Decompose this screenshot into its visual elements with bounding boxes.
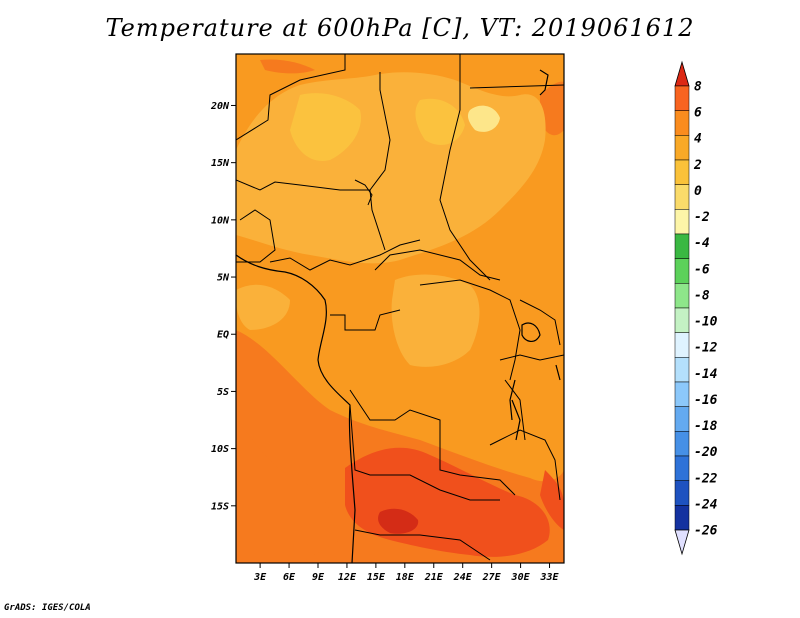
field-zone-0-2-east [415,98,465,145]
colorbar-segment [674,455,690,481]
lon-tick-label: 12E [338,572,357,583]
colorbar-segment [674,110,690,136]
field-zone-6-8-west [236,420,340,563]
colorbar-label: -12 [694,341,718,356]
field-zone-0-2 [290,93,361,161]
lat-tick-label: 15N [211,158,230,169]
colorbar-segment [674,184,690,210]
lon-tick-label: 18E [396,572,415,583]
colorbar-top-arrow [674,60,690,87]
lon-tick-label: 9E [312,572,325,583]
colorbar-segment [674,85,690,111]
colorbar-segment [674,332,690,358]
colorbar-segment [674,135,690,161]
colorbar-label: 2 [693,158,702,173]
lon-tick-label: 33E [539,572,559,583]
colorbar-segment [674,258,690,284]
colorbar: 8 6 4 2 0 -2 -4 -6 -8 -10 -12 -14 -16 -18 -20 -22 -24 -26 [674,60,718,556]
colorbar-segment [674,209,690,235]
colorbar-label: -20 [694,445,718,460]
field-zone-2-4-center [391,274,480,367]
colorbar-label: -26 [694,524,718,539]
colorbar-label: -6 [694,262,710,277]
lat-tick-label: 15S [211,501,229,512]
lon-tick-label: 3E [253,572,267,583]
colorbar-segment [674,505,690,531]
field-zone-6-8-northeast [540,81,564,136]
colorbar-segment [674,283,690,309]
colorbar-label: 6 [694,106,702,121]
field-zone-above-10 [378,508,419,534]
colorbar-label: -4 [694,236,710,251]
map-title: Temperature at 600hPa [C], VT: 201906161… [105,14,695,42]
colorbar-label: -22 [694,471,718,486]
colorbar-segment [674,480,690,506]
colorbar-label: 4 [694,132,702,147]
lat-tick-label: 5N [217,273,230,284]
colorbar-segment [674,406,690,432]
colorbar-label: -10 [694,315,718,330]
lat-tick-label: 20N [210,101,230,112]
lat-tick-label: 10S [211,444,229,455]
colorbar-segment [674,357,690,383]
temperature-map [236,54,564,563]
map-frame [235,53,565,564]
longitude-axis: 3E 6E 9E 12E 15E 18E 21E 24E 27E 30E 33E [253,563,560,583]
lon-tick-label: 30E [511,572,531,583]
lon-tick-label: 15E [367,572,386,583]
lon-tick-label: 21E [424,572,444,583]
credit-text: GrADS: IGES/COLA [4,603,91,613]
field-zone-below-0 [467,105,500,132]
colorbar-label: 8 [694,80,702,95]
colorbar-label: -2 [694,210,710,225]
colorbar-label: -24 [694,497,718,512]
colorbar-segment [674,431,690,457]
lat-tick-label: EQ [217,330,229,341]
lat-tick-label: 5S [217,387,229,398]
colorbar-segment [674,233,690,259]
field-zone-6-8-northwest [260,59,315,74]
colorbar-label: -14 [694,367,718,382]
colorbar-label: -18 [694,419,718,434]
colorbar-label: 0 [694,184,702,199]
colorbar-label: -8 [694,288,710,303]
country-borders [236,54,564,561]
field-zone-8-10-east [540,470,564,530]
lon-tick-label: 24E [453,572,473,583]
latitude-axis: 20N 15N 10N 5N EQ 5S 10S 15S [210,101,236,512]
lon-tick-label: 27E [482,572,502,583]
colorbar-segment [674,381,690,407]
colorbar-segment [674,307,690,333]
colorbar-label: -16 [694,393,718,408]
colorbar-bottom-arrow [674,529,690,556]
colorbar-segment [674,159,690,185]
coastlines [236,69,561,563]
lon-tick-label: 6E [283,572,296,583]
lat-tick-label: 10N [211,215,230,226]
field-zone-2-4-coast [236,284,290,330]
